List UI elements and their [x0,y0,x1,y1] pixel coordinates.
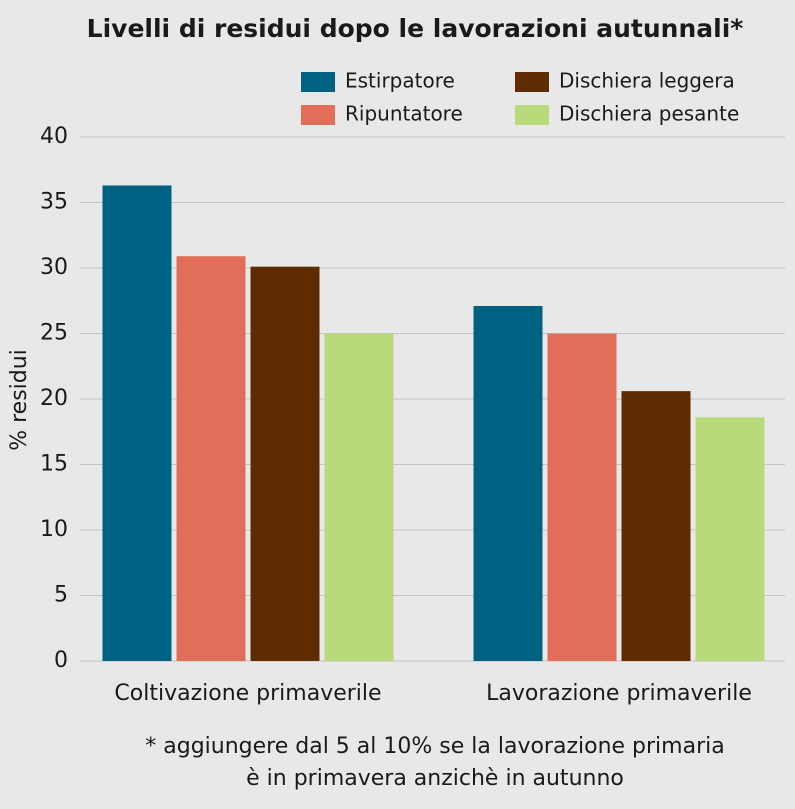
y-tick-label: 25 [40,321,68,346]
bar [473,305,543,661]
footnote: * aggiungere dal 5 al 10% se la lavorazi… [145,734,724,759]
legend-label: Estirpatore [345,69,455,93]
x-tick-label: Lavorazione primaverile [486,681,752,706]
y-tick-label: 35 [40,190,68,215]
y-tick-label: 40 [40,124,68,149]
bar [324,333,394,661]
y-tick-label: 15 [40,452,68,477]
y-tick-label: 0 [54,648,68,673]
bar [102,185,172,661]
bar [695,417,765,661]
y-tick-label: 10 [40,517,68,542]
legend-swatch [515,72,549,92]
bar [621,391,691,661]
y-tick-label: 5 [54,583,68,608]
legend-label: Ripuntatore [345,102,463,126]
bar [250,266,320,661]
legend-swatch [515,105,549,125]
chart-title: Livelli di residui dopo le lavorazioni a… [87,14,744,43]
footnote: è in primavera anzichè in autunno [246,766,624,791]
bar [176,256,246,661]
x-tick-label: Coltivazione primaverile [114,681,381,706]
legend-swatch [301,72,335,92]
legend-label: Dischiera pesante [559,102,739,126]
bar [547,333,617,661]
legend-label: Dischiera leggera [559,69,735,93]
y-tick-label: 20 [40,386,68,411]
legend-swatch [301,105,335,125]
y-tick-label: 30 [40,255,68,280]
y-axis-label: % residui [7,349,32,451]
